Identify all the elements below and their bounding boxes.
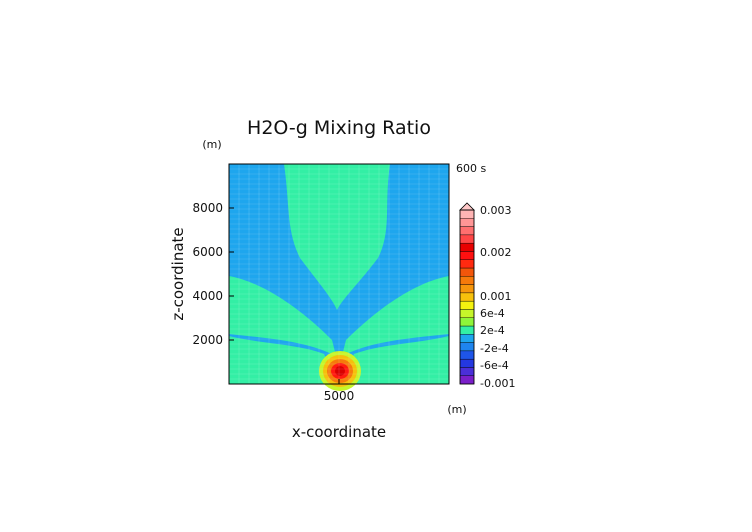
x-axis-label: x-coordinate	[292, 423, 386, 441]
plume-region	[229, 164, 449, 384]
colorbar-segment	[459, 317, 475, 327]
y-axis: 2000 4000 6000 8000	[192, 201, 234, 347]
x-tick-label: 5000	[324, 389, 355, 403]
colorbar-segment	[459, 251, 475, 260]
colorbar-label: 0.002	[480, 246, 512, 259]
colorbar-segment	[459, 300, 475, 310]
colorbar-segment	[459, 276, 475, 285]
y-tick-label: 4000	[192, 289, 223, 303]
colorbar-segment	[459, 259, 475, 269]
time-label: 600 s	[456, 162, 486, 175]
colorbar-segment	[459, 226, 475, 236]
y-unit-label: (m)	[202, 138, 221, 151]
colorbar-label: -2e-4	[480, 342, 509, 355]
colorbar-frame	[459, 209, 475, 385]
colorbar: 0.003 0.002 0.001 6e-4 2e-4 -2e-4 -6e-4 -0.001	[459, 202, 515, 390]
colorbar-segment	[459, 325, 475, 335]
colorbar-segment	[459, 358, 475, 368]
colorbar-segment	[459, 234, 475, 244]
colorbar-label: 0.001	[480, 290, 512, 303]
colorbar-label: 0.003	[480, 204, 512, 217]
colorbar-segment	[459, 309, 475, 318]
y-tick-label: 6000	[192, 245, 223, 259]
colorbar-segment	[459, 242, 475, 252]
core-ring-4	[335, 366, 345, 376]
chart-title: H2O-g Mixing Ratio	[247, 117, 431, 139]
colorbar-segment	[459, 209, 475, 219]
x-unit-label: (m)	[447, 403, 466, 416]
colorbar-label: 2e-4	[480, 324, 505, 337]
colorbar-segment	[459, 342, 475, 352]
colorbar-segment	[459, 284, 475, 294]
colorbar-segment	[459, 218, 475, 227]
colorbar-segment	[459, 334, 475, 343]
y-tick-label: 2000	[192, 333, 223, 347]
colorbar-top-arrow	[459, 202, 475, 211]
y-axis-label: z-coordinate	[169, 227, 187, 320]
colorbar-segment	[459, 367, 475, 376]
colorbar-label: -6e-4	[480, 359, 509, 372]
colorbar-segment	[459, 292, 475, 302]
grid-lines	[229, 164, 449, 384]
plot-area	[228, 163, 450, 391]
colorbar-label: 6e-4	[480, 307, 505, 320]
plume-right-arm	[342, 276, 449, 356]
plume-left-arm	[229, 276, 336, 356]
colorbar-segment	[459, 267, 475, 277]
x-axis: 5000	[324, 379, 355, 403]
colorbar-label: -0.001	[480, 377, 515, 390]
colorbar-segment	[459, 350, 475, 360]
colorbar-segment	[459, 375, 475, 385]
y-tick-label: 8000	[192, 201, 223, 215]
